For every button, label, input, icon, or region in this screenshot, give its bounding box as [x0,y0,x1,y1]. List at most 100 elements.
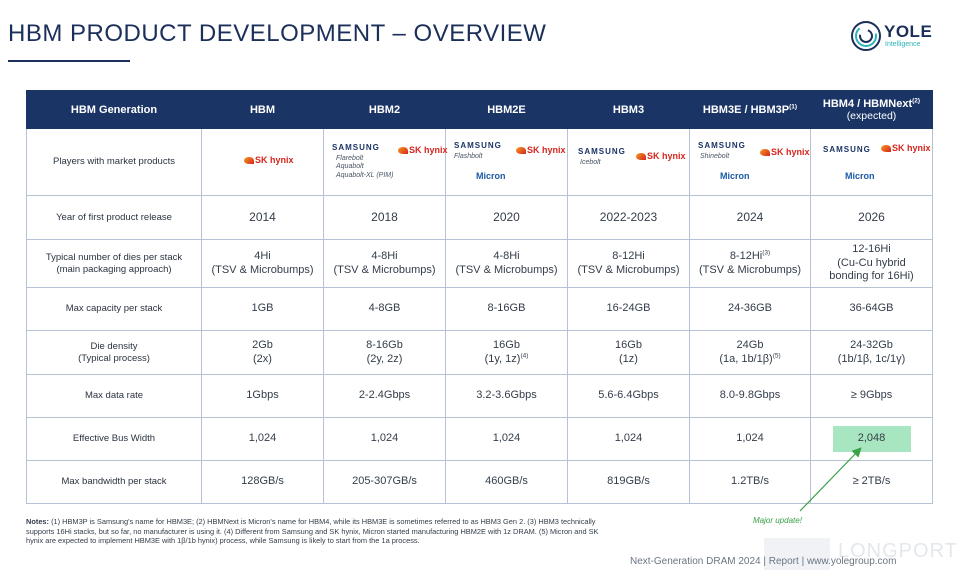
gen-header: HBM2E [445,90,568,129]
samsung-logo: SAMSUNG [698,141,746,150]
bandwidth-cell: 205-307GB/s [323,460,446,504]
gen-header: HBM3 [567,90,690,129]
year-cell: 2014 [201,195,324,240]
capacity-cell: 36-64GB [810,287,933,331]
year-cell: 2020 [445,195,568,240]
year-cell: 2024 [689,195,811,240]
highlight-badge: 2,048 [832,426,911,452]
capacity-cell: 16-24GB [567,287,690,331]
bus-width-cell: 1,024 [567,417,690,461]
dies-cell: 8-12Hi (TSV & Microbumps) [567,239,690,288]
footer: Next-Generation DRAM 2024 | Report | www… [630,556,897,567]
sk-hynix-logo: SK hynix [636,151,686,162]
dies-cell: 4Hi (TSV & Microbumps) [201,239,324,288]
data-rate-cell: ≥ 9Gbps [810,374,933,418]
samsung-logo: SAMSUNG [578,147,626,156]
players-cell: SAMSUNG SK hynix Icebolt [567,128,690,196]
bus-width-cell: 1,024 [445,417,568,461]
capacity-cell: 1GB [201,287,324,331]
dies-cell: 12-16Hi (Cu-Cu hybrid bonding for 16Hi) [810,239,933,288]
players-cell: SAMSUNG SK hynix Shinebolt Micron [689,128,811,196]
bandwidth-cell: ≥ 2TB/s [810,460,933,504]
watermark-block [764,538,830,570]
bandwidth-cell: 1.2TB/s [689,460,811,504]
bus-width-row: Effective Bus Width 1,024 1,024 1,024 1,… [26,417,933,461]
row-label: Effective Bus Width [26,417,202,461]
page-title: HBM PRODUCT DEVELOPMENT – OVERVIEW [8,20,547,47]
bandwidth-cell: 819GB/s [567,460,690,504]
row-label: Typical number of dies per stack (main p… [26,239,202,288]
micron-logo: Micron [845,171,875,181]
capacity-cell: 8-16GB [445,287,568,331]
data-rate-cell: 2-2.4Gbps [323,374,446,418]
density-cell: 16Gb (1y, 1z)(4) [445,330,568,375]
code-names: Shinebolt [700,153,730,160]
sk-hynix-logo: SK hynix [244,155,294,166]
major-update-annotation: Major update! [753,516,802,525]
players-cell: SAMSUNG SK hynix Flashbolt Micron [445,128,568,196]
dies-cell: 8-12Hi(3) (TSV & Microbumps) [689,239,811,288]
bandwidth-cell: 128GB/s [201,460,324,504]
hbm-overview-table: HBM Generation HBM HBM2 HBM2E HBM3 HBM3E… [26,90,933,504]
capacity-row: Max capacity per stack 1GB 4-8GB 8-16GB … [26,287,933,331]
data-rate-cell: 3.2-3.6Gbps [445,374,568,418]
sk-hynix-logo: SK hynix [516,145,566,156]
gen-header: HBM4 / HBMNext(2) (expected) [810,90,933,129]
brand-logo: YOLE Intelligence [850,20,940,54]
capacity-cell: 24-36GB [689,287,811,331]
gen-header: HBM [201,90,324,129]
data-rate-cell: 5.6-6.4Gbps [567,374,690,418]
code-names: Flashbolt [454,153,483,160]
density-cell: 8-16Gb (2y, 2z) [323,330,446,375]
gen-header: HBM3E / HBM3P(1) [689,90,811,129]
samsung-logo: SAMSUNG [454,141,502,150]
micron-logo: Micron [476,171,506,181]
yole-logo-icon [851,21,881,51]
row-label: Die density (Typical process) [26,330,202,375]
density-row: Die density (Typical process) 2Gb (2x) 8-… [26,330,933,375]
samsung-logo: SAMSUNG [332,143,380,152]
capacity-cell: 4-8GB [323,287,446,331]
dies-cell: 4-8Hi (TSV & Microbumps) [445,239,568,288]
gen-header: HBM2 [323,90,446,129]
year-cell: 2026 [810,195,933,240]
density-cell: 16Gb (1z) [567,330,690,375]
micron-logo: Micron [720,171,750,181]
row-label: Max bandwidth per stack [26,460,202,504]
footnotes: Notes: (1) HBM3P is Samsung's name for H… [26,517,599,546]
bus-width-cell: 1,024 [689,417,811,461]
row-label: Players with market products [26,128,202,196]
sk-hynix-logo: SK hynix [398,145,448,156]
row-label: Max capacity per stack [26,287,202,331]
dies-row: Typical number of dies per stack (main p… [26,239,933,288]
row-label: Max data rate [26,374,202,418]
data-rate-row: Max data rate 1Gbps 2-2.4Gbps 3.2-3.6Gbp… [26,374,933,418]
data-rate-cell: 8.0-9.8Gbps [689,374,811,418]
sk-hynix-logo: SK hynix [760,147,810,158]
density-cell: 24-32Gb (1b/1β, 1c/1γ) [810,330,933,375]
bandwidth-row: Max bandwidth per stack 128GB/s 205-307G… [26,460,933,504]
title-underline [8,60,130,62]
players-cell: SAMSUNG SK hynix Micron [810,128,933,196]
code-names: Flarebolt Aquabolt Aquabolt-XL (PIM) [336,155,394,179]
year-cell: 2018 [323,195,446,240]
density-cell: 24Gb (1a, 1b/1β)(5) [689,330,811,375]
dies-cell: 4-8Hi (TSV & Microbumps) [323,239,446,288]
brand-sub: Intelligence [885,41,921,48]
row-label: Year of first product release [26,195,202,240]
year-cell: 2022-2023 [567,195,690,240]
sk-hynix-logo: SK hynix [881,143,931,154]
year-row: Year of first product release 2014 2018 … [26,195,933,240]
players-cell: SAMSUNG SK hynix Flarebolt Aquabolt Aqua… [323,128,448,196]
header-row: HBM Generation HBM HBM2 HBM2E HBM3 HBM3E… [26,90,933,129]
code-names: Icebolt [580,159,601,166]
players-row: Players with market products SK hynix SA… [26,128,933,196]
bus-width-cell: 1,024 [201,417,324,461]
density-cell: 2Gb (2x) [201,330,324,375]
bandwidth-cell: 460GB/s [445,460,568,504]
data-rate-cell: 1Gbps [201,374,324,418]
update-arrow-icon [799,447,862,512]
samsung-logo: SAMSUNG [823,145,871,154]
players-cell: SK hynix [201,128,324,196]
brand-name: YOLE [884,22,933,41]
